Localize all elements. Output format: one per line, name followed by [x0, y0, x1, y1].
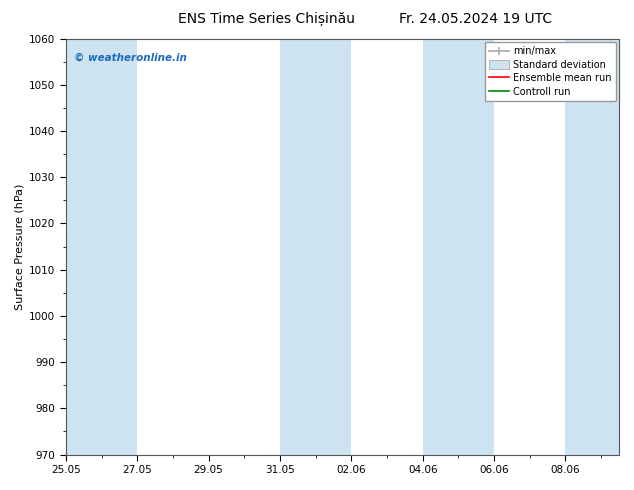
Text: Fr. 24.05.2024 19 UTC: Fr. 24.05.2024 19 UTC: [399, 12, 552, 26]
Legend: min/max, Standard deviation, Ensemble mean run, Controll run: min/max, Standard deviation, Ensemble me…: [484, 42, 616, 101]
Bar: [66, 39, 137, 455]
Y-axis label: Surface Pressure (hPa): Surface Pressure (hPa): [15, 183, 25, 310]
Text: © weatheronline.in: © weatheronline.in: [74, 53, 187, 63]
Text: ENS Time Series Chișinău: ENS Time Series Chișinău: [178, 12, 355, 26]
Bar: [566, 39, 619, 455]
Bar: [423, 39, 494, 455]
Bar: [280, 39, 351, 455]
